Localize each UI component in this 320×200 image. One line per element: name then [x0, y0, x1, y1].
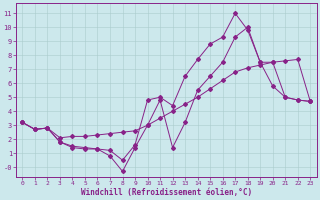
X-axis label: Windchill (Refroidissement éolien,°C): Windchill (Refroidissement éolien,°C) — [81, 188, 252, 197]
